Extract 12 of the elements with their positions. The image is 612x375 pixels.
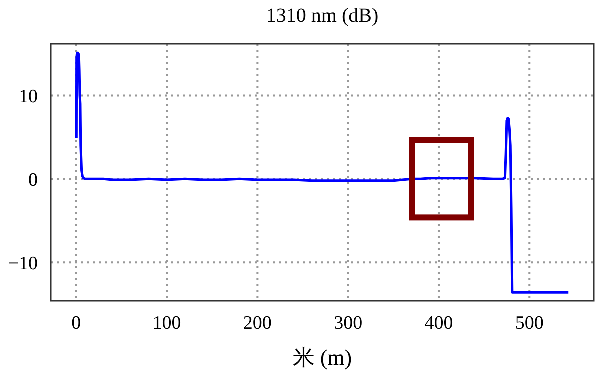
- line-series: [75, 52, 570, 294]
- y-tick-label: 10: [19, 86, 38, 108]
- x-tick-label: 100: [152, 313, 182, 334]
- x-tick-label: 300: [334, 313, 363, 334]
- y-tick-label: 0: [28, 170, 38, 192]
- x-tick-label: 0: [72, 313, 82, 334]
- x-axis-title: 米 (m): [292, 345, 352, 370]
- x-tick-label: 200: [243, 313, 272, 334]
- x-tick-label: 500: [515, 313, 544, 334]
- y-tick-label: −10: [8, 254, 38, 275]
- chart-title: 1310 nm (dB): [266, 5, 379, 27]
- x-tick-label: 400: [424, 313, 454, 334]
